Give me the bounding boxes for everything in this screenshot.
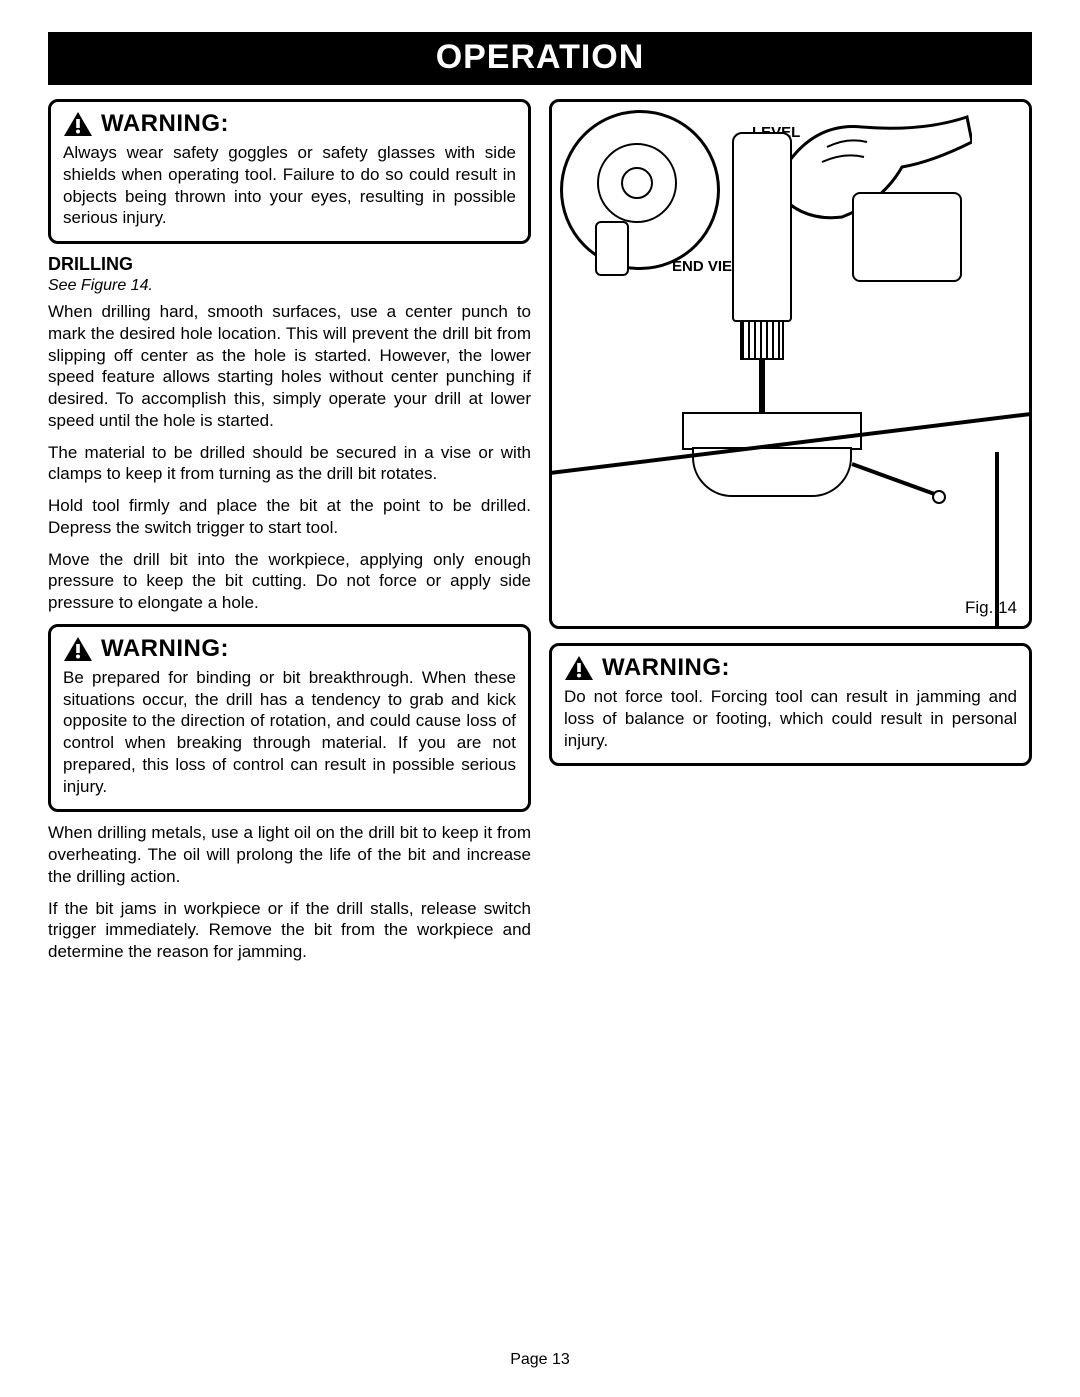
body-paragraph: The material to be drilled should be sec… (48, 442, 531, 486)
warning-box-2: WARNING: Be prepared for binding or bit … (48, 624, 531, 813)
drill-body-icon (732, 132, 792, 322)
warning-heading: WARNING: (101, 635, 229, 663)
drill-handle-icon (595, 221, 629, 276)
figure-14-illustration: LEVEL END VIEW (549, 99, 1032, 629)
body-paragraph: If the bit jams in workpiece or if the d… (48, 898, 531, 963)
vise-handle-icon (851, 462, 937, 497)
body-paragraph: When drilling metals, use a light oil on… (48, 822, 531, 887)
warning-body-text: Do not force tool. Forcing tool can resu… (564, 686, 1017, 751)
battery-pack-icon (852, 192, 962, 282)
section-title-bar: OPERATION (48, 32, 1032, 85)
body-paragraph: Move the drill bit into the workpiece, a… (48, 549, 531, 614)
two-column-layout: WARNING: Always wear safety goggles or s… (48, 99, 1032, 973)
section-title: OPERATION (436, 38, 645, 76)
right-column: LEVEL END VIEW (549, 99, 1032, 973)
warning-heading: WARNING: (602, 654, 730, 682)
warning-box-1: WARNING: Always wear safety goggles or s… (48, 99, 531, 244)
warning-header: WARNING: (63, 110, 516, 138)
figure-caption: Fig. 14 (965, 598, 1017, 618)
body-paragraph: When drilling hard, smooth surfaces, use… (48, 301, 531, 432)
warning-box-3: WARNING: Do not force tool. Forcing tool… (549, 643, 1032, 766)
endview-circle-icon (560, 110, 720, 270)
page-number: Page 13 (0, 1351, 1080, 1369)
drilling-heading: DRILLING (48, 254, 531, 275)
warning-heading: WARNING: (101, 110, 229, 138)
warning-body-text: Be prepared for binding or bit breakthro… (63, 667, 516, 798)
warning-header: WARNING: (63, 635, 516, 663)
vise-knob-icon (932, 490, 946, 504)
drill-center-icon (621, 167, 653, 199)
warning-triangle-icon (63, 636, 93, 662)
warning-triangle-icon (564, 655, 594, 681)
see-figure-ref: See Figure 14. (48, 277, 531, 295)
warning-triangle-icon (63, 111, 93, 137)
drill-chuck-icon (740, 320, 784, 360)
left-column: WARNING: Always wear safety goggles or s… (48, 99, 531, 973)
warning-body-text: Always wear safety goggles or safety gla… (63, 142, 516, 229)
warning-header: WARNING: (564, 654, 1017, 682)
body-paragraph: Hold tool firmly and place the bit at th… (48, 495, 531, 539)
